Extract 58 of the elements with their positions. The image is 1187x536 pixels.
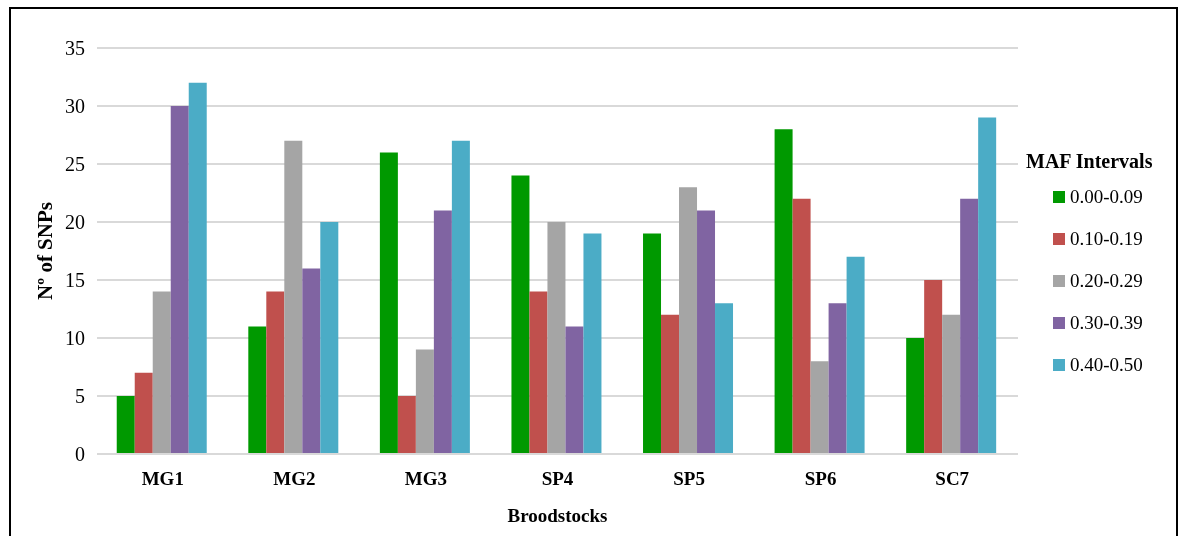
bar bbox=[679, 187, 698, 454]
x-axis-title: Broodstocks bbox=[507, 505, 608, 526]
bar bbox=[960, 198, 979, 454]
bar bbox=[320, 222, 339, 454]
bar bbox=[302, 268, 321, 454]
bar bbox=[583, 233, 602, 454]
legend-label: 0.20-0.29 bbox=[1070, 270, 1143, 292]
bar bbox=[792, 198, 811, 454]
bar bbox=[828, 303, 847, 454]
x-tick-label: MG1 bbox=[141, 468, 184, 490]
x-tick-label: MG3 bbox=[404, 468, 448, 490]
bar bbox=[661, 314, 680, 454]
y-tick-label: 15 bbox=[65, 269, 85, 292]
y-axis-title: Nº of SNPs bbox=[33, 202, 57, 300]
y-tick-label: 30 bbox=[65, 95, 85, 118]
bar bbox=[978, 117, 997, 454]
y-tick-label: 35 bbox=[65, 37, 85, 60]
x-tick-label: MG2 bbox=[273, 468, 316, 490]
x-tick-label: SC7 bbox=[935, 468, 970, 490]
bar bbox=[529, 291, 548, 454]
bar bbox=[906, 338, 925, 454]
bar bbox=[774, 129, 793, 454]
bar bbox=[846, 256, 865, 454]
legend-label: 0.00-0.09 bbox=[1070, 186, 1143, 208]
bar bbox=[248, 326, 267, 454]
bar bbox=[565, 326, 584, 454]
legend-label: 0.10-0.19 bbox=[1070, 228, 1143, 250]
bar bbox=[924, 280, 943, 454]
legend-label: 0.30-0.39 bbox=[1070, 312, 1143, 334]
bar bbox=[134, 372, 153, 454]
bar bbox=[170, 106, 189, 454]
x-tick-label: SP6 bbox=[804, 468, 837, 490]
legend-title: MAF Intervals bbox=[1026, 149, 1153, 174]
bar bbox=[643, 233, 662, 454]
x-tick-label: SP5 bbox=[673, 468, 705, 490]
y-tick-label: 25 bbox=[65, 153, 85, 176]
bar bbox=[284, 140, 303, 454]
bar bbox=[433, 210, 452, 454]
bar bbox=[547, 222, 566, 454]
legend-label: 0.40-0.50 bbox=[1070, 354, 1143, 376]
bar bbox=[379, 152, 398, 454]
bar bbox=[152, 291, 171, 454]
x-tick-label: SP4 bbox=[541, 468, 574, 490]
bar bbox=[451, 140, 470, 454]
bar bbox=[266, 291, 285, 454]
bar bbox=[415, 349, 434, 454]
bar bbox=[397, 396, 416, 454]
bar bbox=[810, 361, 829, 454]
bar bbox=[511, 175, 530, 454]
y-tick-label: 10 bbox=[65, 327, 85, 350]
bar bbox=[697, 210, 716, 454]
bar bbox=[942, 314, 961, 454]
y-tick-label: 20 bbox=[65, 211, 85, 234]
bar bbox=[116, 396, 135, 454]
y-tick-label: 0 bbox=[75, 443, 85, 466]
bar bbox=[715, 303, 734, 454]
y-tick-label: 5 bbox=[75, 385, 85, 408]
bar bbox=[188, 82, 207, 454]
